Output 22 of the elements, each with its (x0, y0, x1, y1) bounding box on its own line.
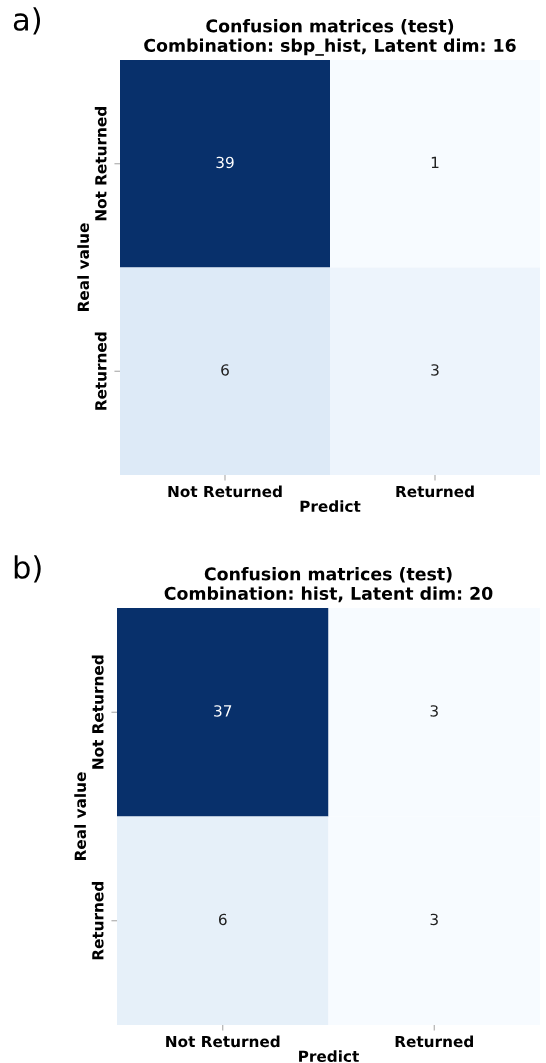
data-label: 3 (430, 705, 438, 717)
chart-subtitle: Combination: sbp_hist, Latent dim: 16 (144, 38, 516, 56)
x-axis-title: Predict (299, 1050, 359, 1063)
text: a) (13, 7, 41, 35)
chart-title: Confusion matrices (test) (204, 567, 452, 583)
data-label: 3 (430, 913, 438, 926)
chart-title: Confusion matrices (test) (206, 19, 454, 35)
data-label: 1 (431, 156, 439, 168)
y-axis-title: Real value (74, 772, 87, 860)
x-axis-title: Predict (300, 500, 361, 513)
y-tick-label: Not Returned (91, 655, 104, 769)
text: b) (14, 555, 41, 583)
data-label: 3 (431, 364, 439, 376)
data-label: 37 (214, 705, 232, 717)
y-tick-label: Returned (94, 332, 107, 410)
y-axis-title: Real value (77, 223, 90, 311)
chart-subtitle: Combination: hist, Latent dim: 20 (164, 586, 493, 603)
y-tick-label: Returned (91, 882, 104, 960)
data-label: 39 (216, 156, 234, 169)
data-label: 6 (218, 913, 227, 926)
y-tick-label: Not Returned (94, 107, 107, 221)
data-label: 6 (221, 364, 229, 376)
